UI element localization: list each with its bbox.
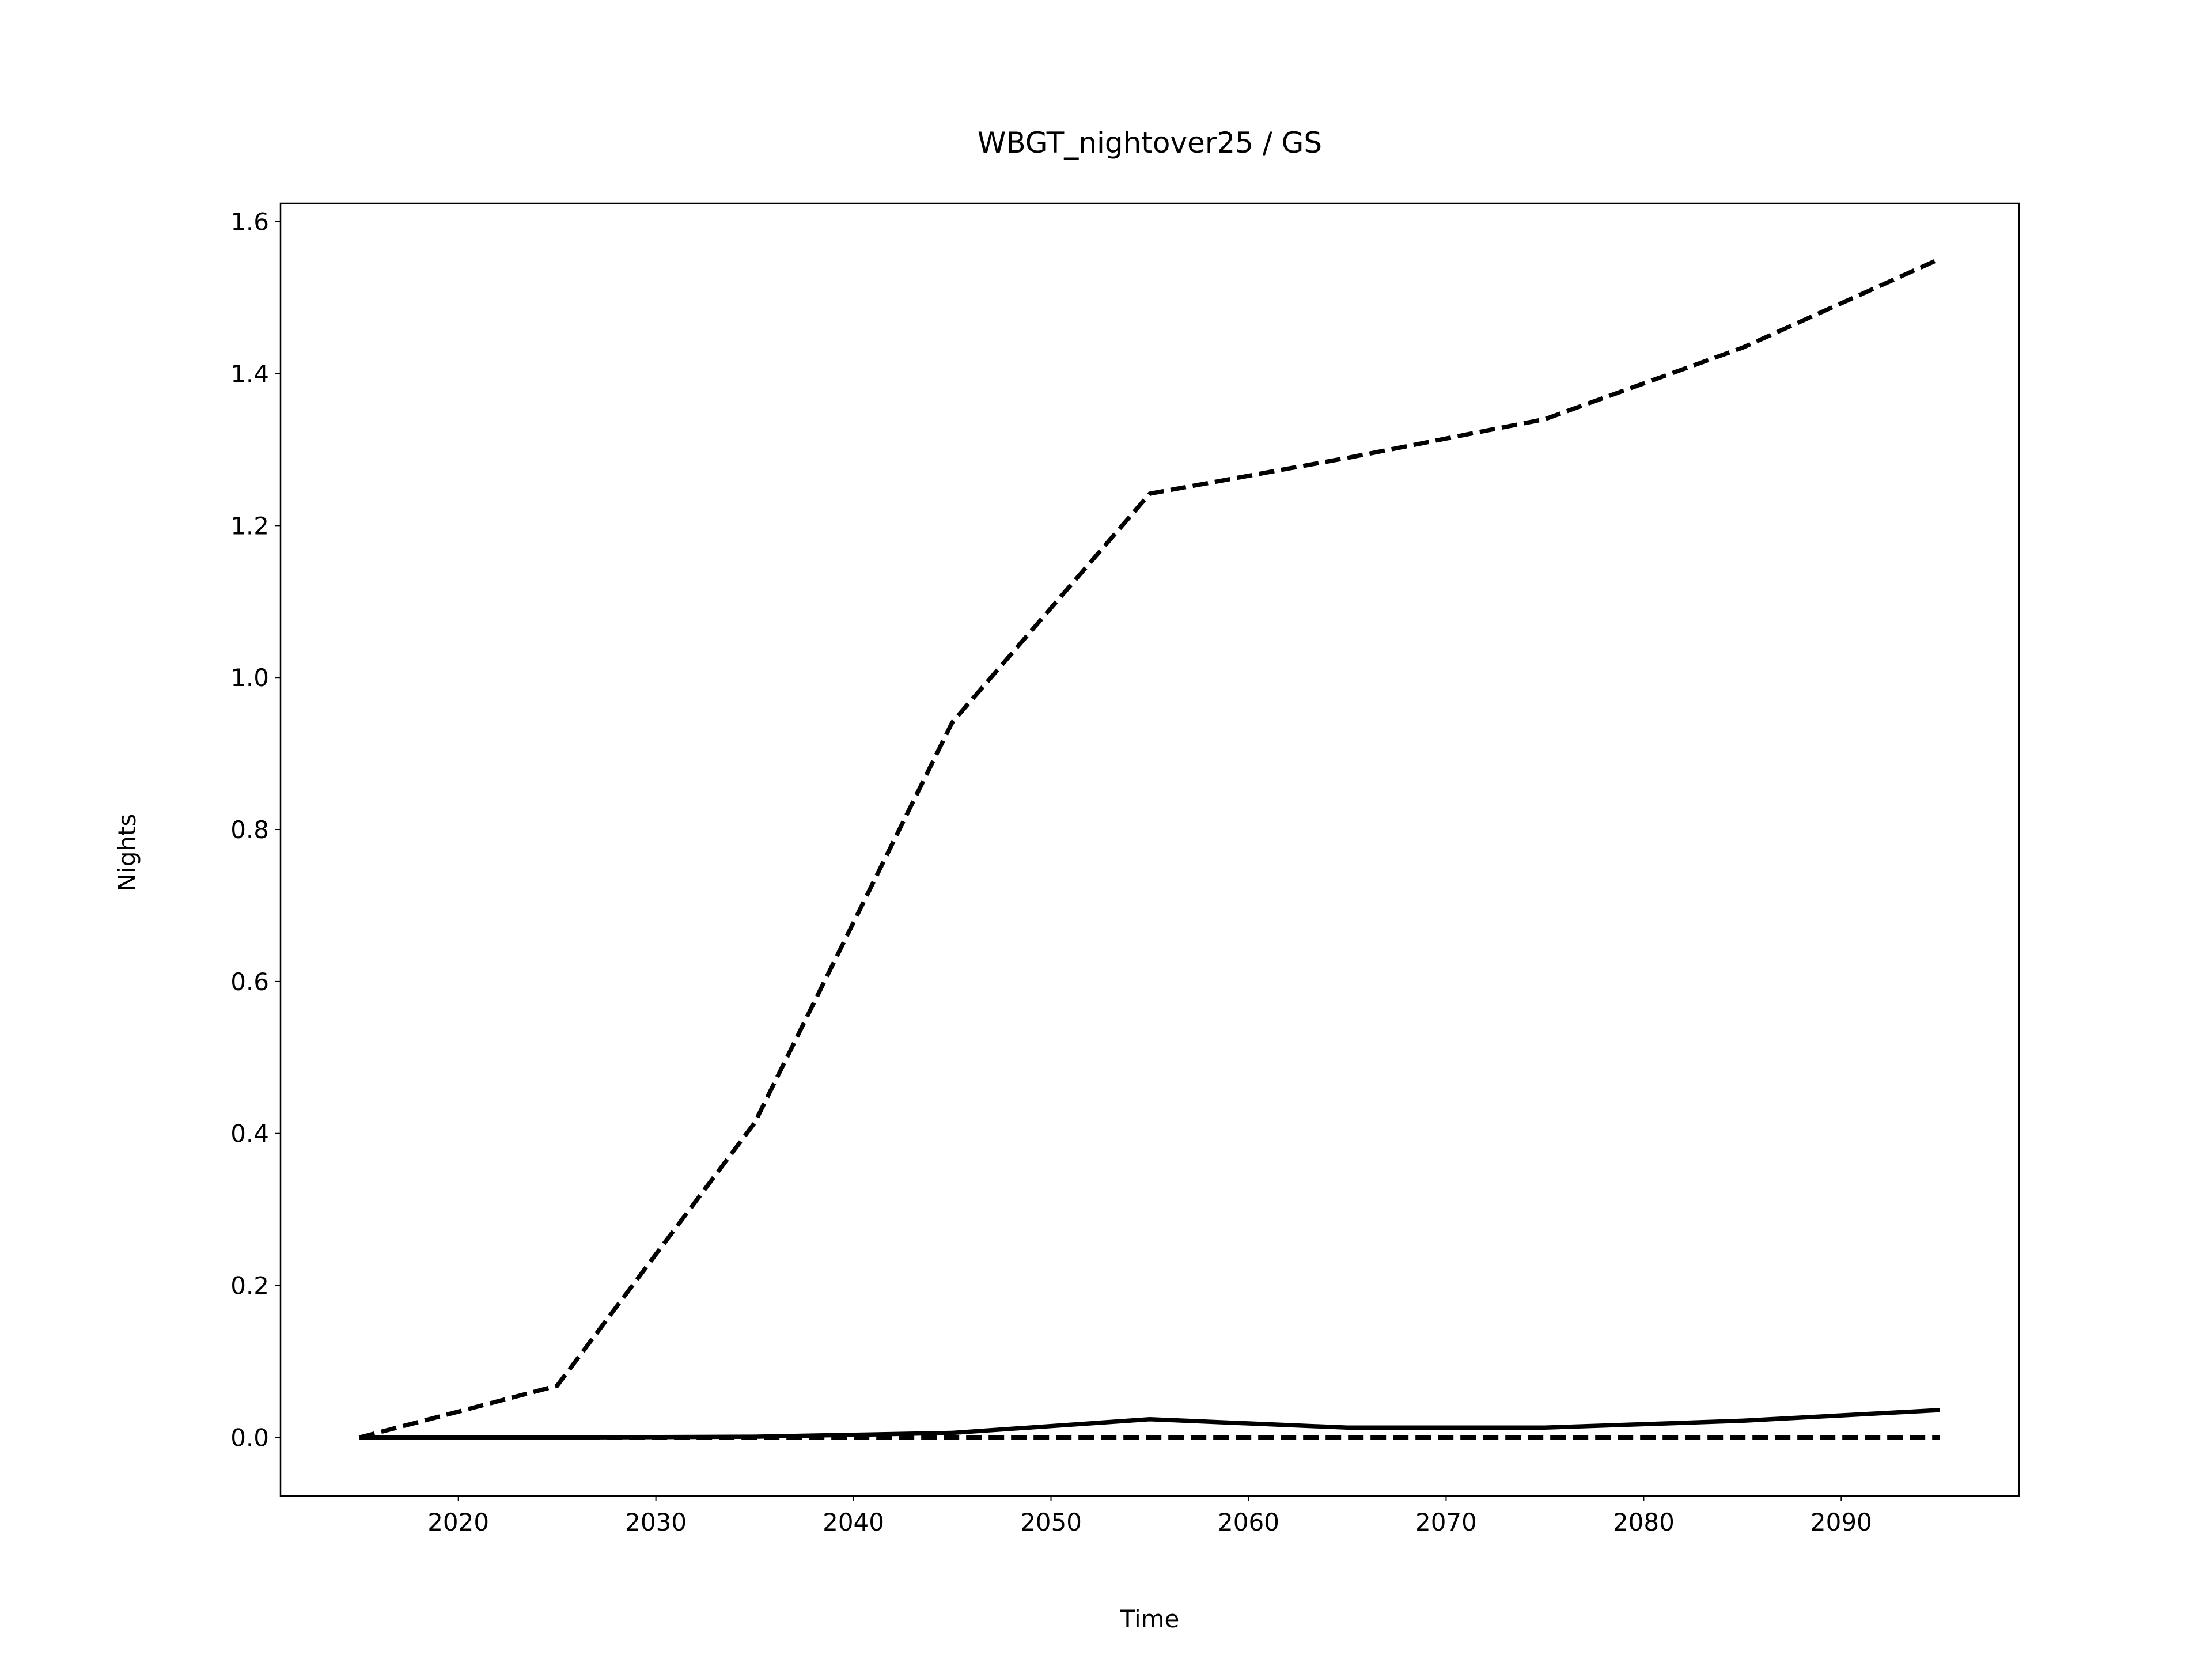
x-tick-label: 2030 <box>625 1508 687 1536</box>
x-axis-label: Time <box>1120 1605 1180 1633</box>
x-tick-label: 2070 <box>1415 1508 1477 1536</box>
x-tick-label: 2020 <box>427 1508 489 1536</box>
x-tick-label: 2090 <box>1810 1508 1872 1536</box>
y-axis-label: Nights <box>113 814 141 892</box>
x-tick-label: 2050 <box>1020 1508 1082 1536</box>
y-tick-label: 1.2 <box>230 512 269 540</box>
y-tick-label: 0.8 <box>230 816 269 844</box>
x-tick-label: 2080 <box>1613 1508 1675 1536</box>
y-tick-label: 0.0 <box>230 1423 269 1452</box>
y-tick-label: 1.6 <box>230 208 269 236</box>
y-tick-label: 1.4 <box>230 360 269 388</box>
line-series <box>359 1408 1941 1440</box>
line-series <box>359 256 1941 1440</box>
chart-title: WBGT_nightover25 / GS <box>978 126 1322 160</box>
y-tick-label: 1.0 <box>230 664 269 692</box>
axes-frame <box>279 202 2020 1497</box>
y-tick-label: 0.2 <box>230 1272 269 1300</box>
y-tick-label: 0.6 <box>230 968 269 996</box>
x-tick-label: 2060 <box>1218 1508 1279 1536</box>
x-tick-label: 2040 <box>823 1508 884 1536</box>
y-tick-label: 0.4 <box>230 1120 269 1148</box>
